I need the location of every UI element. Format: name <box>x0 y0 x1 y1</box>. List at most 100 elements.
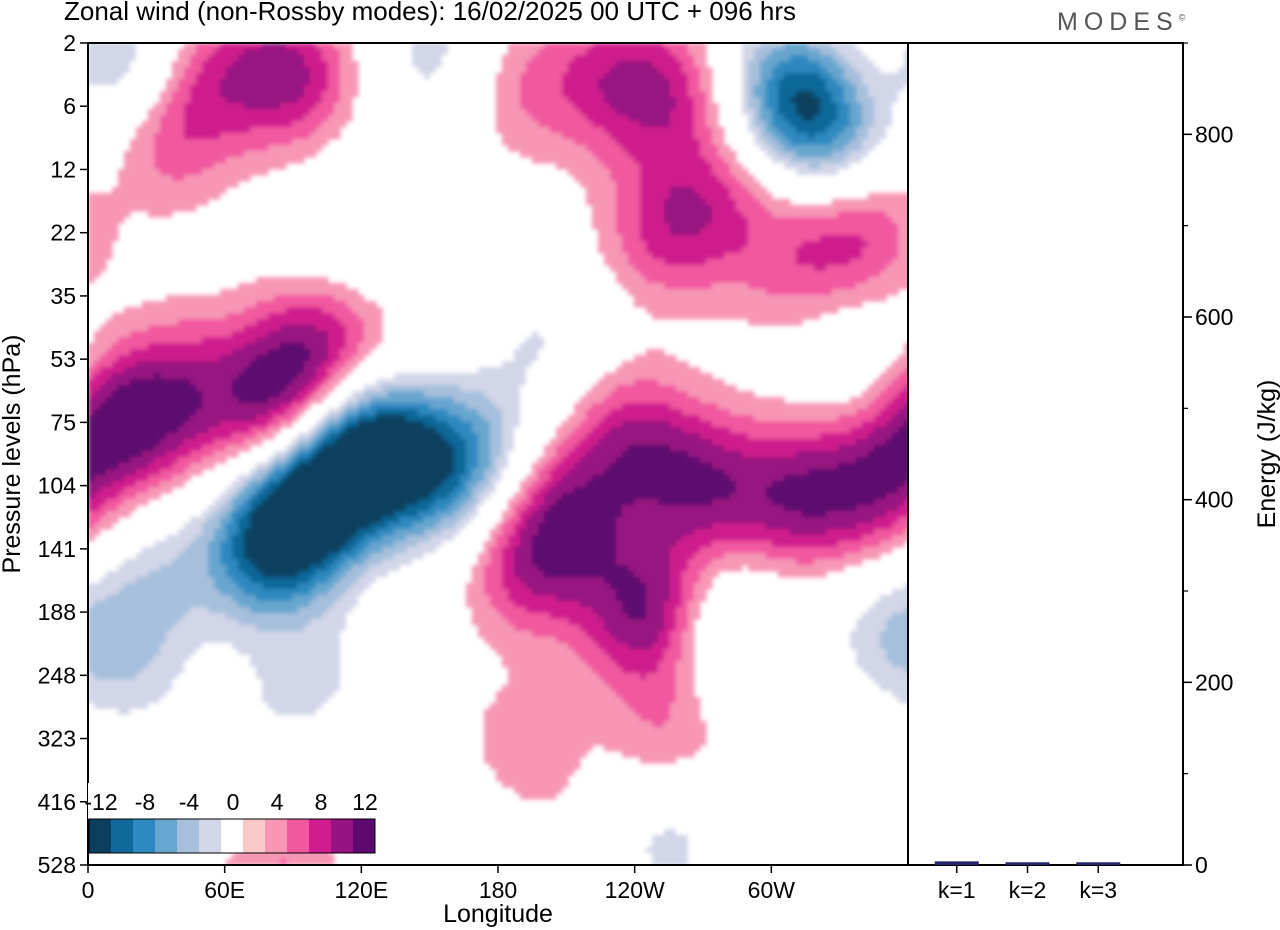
heatmap-cell <box>286 79 293 86</box>
heatmap-cell <box>898 55 905 62</box>
heatmap-cell <box>352 67 359 74</box>
heatmap-cell <box>298 373 305 380</box>
heatmap-cell <box>124 319 131 326</box>
heatmap-cell <box>562 367 569 374</box>
heatmap-cell <box>604 385 611 392</box>
heatmap-cell <box>190 115 197 122</box>
heatmap-cell <box>148 151 155 158</box>
heatmap-cell <box>808 175 815 182</box>
heatmap-cell <box>256 301 263 308</box>
heatmap-cell <box>166 307 173 314</box>
heatmap-cell <box>154 205 161 212</box>
heatmap-cell <box>550 61 557 68</box>
heatmap-cell <box>670 223 677 230</box>
heatmap-cell <box>430 109 437 116</box>
heatmap-cell <box>520 301 527 308</box>
heatmap-cell <box>754 265 761 272</box>
heatmap-cell <box>286 139 293 146</box>
heatmap-cell <box>328 361 335 368</box>
heatmap-cell <box>244 73 251 80</box>
heatmap-cell <box>820 127 827 134</box>
heatmap-cell <box>808 265 815 272</box>
heatmap-cell <box>832 235 839 242</box>
heatmap-cell <box>238 91 245 98</box>
heatmap-cell <box>628 181 635 188</box>
heatmap-cell <box>100 247 107 254</box>
heatmap-cell <box>136 379 143 386</box>
heatmap-cell <box>754 283 761 290</box>
heatmap-cell <box>226 301 233 308</box>
heatmap-cell <box>820 85 827 92</box>
heatmap-cell <box>856 151 863 158</box>
heatmap-cell <box>868 67 875 74</box>
heatmap-cell <box>898 373 905 380</box>
heatmap-cell <box>394 61 401 68</box>
heatmap-cell <box>694 91 701 98</box>
heatmap-cell <box>778 295 785 302</box>
heatmap-cell <box>748 259 755 266</box>
heatmap-cell <box>244 115 251 122</box>
heatmap-cell <box>334 355 341 362</box>
heatmap-cell <box>202 103 209 110</box>
heatmap-cell <box>430 385 437 392</box>
heatmap-cell <box>208 373 215 380</box>
heatmap-cell <box>802 127 809 134</box>
heatmap-cell <box>886 49 893 56</box>
heatmap-cell <box>526 313 533 320</box>
heatmap-cell <box>268 325 275 332</box>
heatmap-cell <box>316 121 323 128</box>
heatmap-cell <box>676 379 683 386</box>
heatmap-cell <box>196 55 203 62</box>
heatmap-cell <box>214 121 221 128</box>
heatmap-cell <box>898 265 905 272</box>
heatmap-cell <box>664 367 671 374</box>
heatmap-cell <box>172 385 179 392</box>
heatmap-cell <box>172 301 179 308</box>
heatmap-cell <box>232 73 239 80</box>
heatmap-cell <box>724 313 731 320</box>
heatmap-cell <box>472 361 479 368</box>
heatmap-cell <box>778 157 785 164</box>
heatmap-cell <box>820 61 827 68</box>
heatmap-cell <box>370 343 377 350</box>
heatmap-cell <box>358 385 365 392</box>
heatmap-cell <box>610 229 617 236</box>
heatmap-cell <box>664 163 671 170</box>
heatmap-cell <box>646 73 653 80</box>
heatmap-cell <box>370 217 377 224</box>
heatmap-cell <box>262 295 269 302</box>
heatmap-cell <box>562 145 569 152</box>
heatmap-cell <box>700 181 707 188</box>
heatmap-cell <box>130 343 137 350</box>
heatmap-cell <box>166 157 173 164</box>
heatmap-cell <box>742 127 749 134</box>
heatmap-cell <box>862 91 869 98</box>
heatmap-cell <box>832 307 839 314</box>
heatmap-cell <box>568 139 575 146</box>
heatmap-cell <box>784 199 791 206</box>
heatmap-cell <box>100 103 107 110</box>
heatmap-cell <box>118 91 125 98</box>
heatmap-cell <box>796 175 803 182</box>
heatmap-cell <box>274 289 281 296</box>
heatmap-cell <box>670 73 677 80</box>
heatmap-cell <box>112 211 119 218</box>
heatmap-cell <box>190 139 197 146</box>
heatmap-cell <box>226 97 233 104</box>
heatmap-cell <box>262 133 269 140</box>
heatmap-cell <box>178 367 185 374</box>
heatmap-cell <box>832 43 839 50</box>
heatmap-cell <box>304 301 311 308</box>
heatmap-cell <box>322 277 329 284</box>
heatmap-cell <box>694 295 701 302</box>
heatmap-cell <box>838 277 845 284</box>
heatmap-cell <box>382 205 389 212</box>
heatmap-cell <box>430 103 437 110</box>
heatmap-cell <box>748 73 755 80</box>
heatmap-cell <box>850 277 857 284</box>
heatmap-cell <box>802 247 809 254</box>
heatmap-cell <box>466 349 473 356</box>
heatmap-cell <box>616 85 623 92</box>
heatmap-cell <box>376 313 383 320</box>
heatmap-cell <box>196 121 203 128</box>
